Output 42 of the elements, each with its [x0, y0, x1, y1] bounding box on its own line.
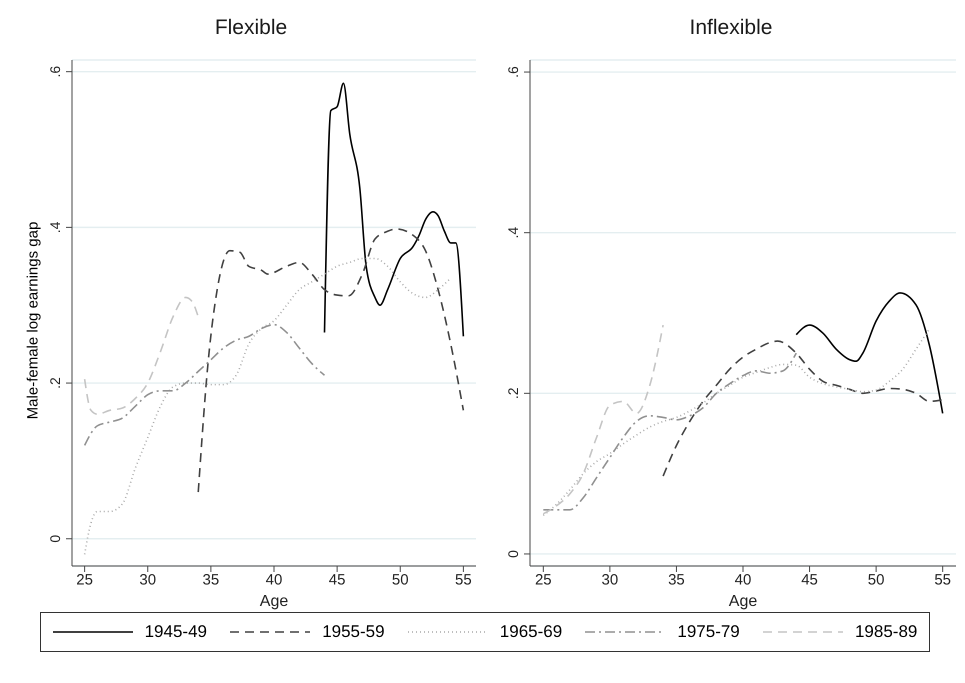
legend-label: 1945-49: [144, 622, 207, 642]
line-series: [324, 82, 464, 338]
chart-title: Flexible: [214, 15, 288, 41]
x-tick-label: 50: [868, 572, 884, 589]
line-series: [542, 352, 798, 511]
x-tick-label: 30: [602, 572, 618, 589]
x-tick-label: 35: [202, 572, 220, 589]
x-tick-label: 25: [76, 572, 93, 589]
line-series: [197, 228, 464, 493]
legend-label: 1965-69: [500, 622, 562, 642]
x-tick-label: 50: [392, 572, 409, 589]
x-tick-label: 35: [668, 572, 685, 589]
y-tick-label: .2: [47, 377, 63, 389]
y-tick-label: .6: [505, 66, 521, 78]
x-tick-label: 25: [534, 572, 552, 589]
y-axis-title: Male-female log earnings gap: [24, 221, 42, 419]
x-tick-label: 40: [734, 572, 752, 589]
x-tick-label: 55: [455, 572, 472, 589]
x-tick-label: 30: [139, 572, 156, 589]
line-series: [84, 258, 452, 556]
line-series: [542, 328, 930, 516]
x-axis-title: Age: [260, 593, 288, 610]
x-axis-title: Age: [728, 593, 758, 610]
chart-title: Inflexible: [688, 15, 774, 41]
x-tick-label: 45: [328, 572, 346, 589]
x-tick-label: 55: [934, 572, 952, 589]
y-tick-label: .4: [47, 221, 63, 234]
y-tick-label: .4: [505, 226, 521, 239]
legend-label: 1985-89: [854, 622, 918, 642]
line-series: [542, 324, 664, 515]
y-tick-label: 0: [505, 550, 521, 558]
x-tick-label: 45: [801, 572, 818, 589]
x-tick-label: 40: [266, 572, 282, 589]
y-tick-label: 0: [47, 534, 63, 543]
line-series: [84, 296, 200, 415]
legend-label: 1975-79: [677, 622, 740, 642]
y-tick-label: .6: [47, 66, 63, 78]
legend-label: 1955-59: [322, 622, 385, 642]
line-series: [662, 340, 944, 477]
line-series: [795, 292, 944, 414]
y-tick-label: .2: [505, 387, 521, 400]
line-series: [84, 324, 326, 446]
